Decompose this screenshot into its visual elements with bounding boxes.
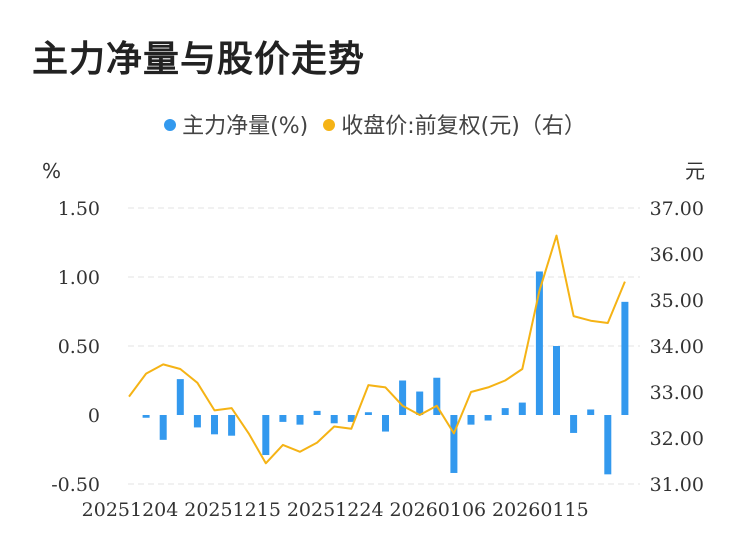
x-tick-label: 20251215: [184, 499, 281, 521]
bar-mark: [313, 410, 321, 415]
left-tick-label: -0.50: [51, 474, 100, 496]
chart-legend: 主力净量(%) 收盘价:前复权(元)（右）: [0, 108, 750, 140]
bar-mark: [467, 415, 475, 425]
bar-mark: [604, 415, 612, 475]
bar-mark: [142, 415, 150, 418]
right-tick-label: 36.00: [650, 244, 704, 266]
bar-mark: [501, 408, 509, 415]
bar-mark: [399, 380, 407, 415]
left-tick-label: 0: [88, 405, 100, 427]
bar-mark: [211, 415, 218, 435]
bar-mark: [262, 415, 270, 456]
right-tick-label: 34.00: [650, 336, 704, 358]
bar-mark: [330, 415, 338, 424]
left-tick-label: 1.00: [58, 267, 100, 289]
grid-lines: [128, 207, 640, 485]
left-tick-label: 1.50: [58, 198, 100, 220]
right-tick-label: 35.00: [650, 290, 704, 312]
bar-mark: [433, 377, 441, 415]
price-line: [128, 234, 626, 465]
bar-mark: [621, 301, 629, 415]
right-tick-label: 32.00: [650, 428, 704, 450]
bar-mark: [176, 379, 184, 415]
left-axis-unit: %: [42, 159, 61, 183]
bar-mark: [484, 415, 492, 421]
bar-mark: [535, 271, 543, 415]
bar-mark: [450, 415, 458, 473]
bar-mark: [587, 409, 595, 415]
right-tick-label: 33.00: [650, 382, 704, 404]
bar-mark: [518, 402, 526, 415]
bar-mark: [347, 415, 355, 422]
bar-series: [142, 271, 629, 475]
bar-mark: [279, 415, 287, 422]
right-tick-label: 37.00: [650, 198, 704, 220]
left-axis-ticks: 1.50 1.00 0.50 0 -0.50: [51, 198, 100, 496]
x-tick-label: 20260115: [492, 499, 589, 521]
legend-line-label: 收盘价:前复权(元)（右）: [341, 114, 586, 139]
bar-mark: [228, 415, 236, 436]
bar-mark: [296, 415, 304, 425]
line-series: [128, 234, 626, 465]
bar-mark: [364, 412, 372, 415]
bar-mark: [382, 415, 389, 432]
bar-mark: [193, 415, 201, 428]
chart-title: 主力净量与股价走势: [32, 39, 366, 80]
x-tick-label: 20251204: [82, 499, 179, 521]
legend-line-dot-icon: [323, 119, 336, 131]
bar-mark: [570, 415, 578, 433]
legend-bar-label: 主力净量(%): [182, 114, 309, 139]
bar-mark: [553, 346, 560, 415]
x-tick-label: 20251224: [287, 499, 384, 521]
legend-bar-dot-icon: [164, 119, 177, 131]
legend-item-line[interactable]: 收盘价:前复权(元)（右）: [323, 108, 586, 140]
x-tick-label: 20260106: [389, 499, 486, 521]
bar-mark: [416, 391, 424, 415]
right-axis-ticks: 37.00 36.00 35.00 34.00 33.00 32.00 31.00: [650, 198, 704, 496]
right-axis-unit: 元: [685, 159, 705, 183]
right-tick-label: 31.00: [650, 474, 704, 496]
x-axis-ticks: 20251204 20251215 20251224 20260106 20260115: [82, 499, 589, 521]
bar-mark: [159, 415, 167, 440]
left-tick-label: 0.50: [58, 336, 100, 358]
legend-item-bar[interactable]: 主力净量(%): [164, 108, 308, 140]
